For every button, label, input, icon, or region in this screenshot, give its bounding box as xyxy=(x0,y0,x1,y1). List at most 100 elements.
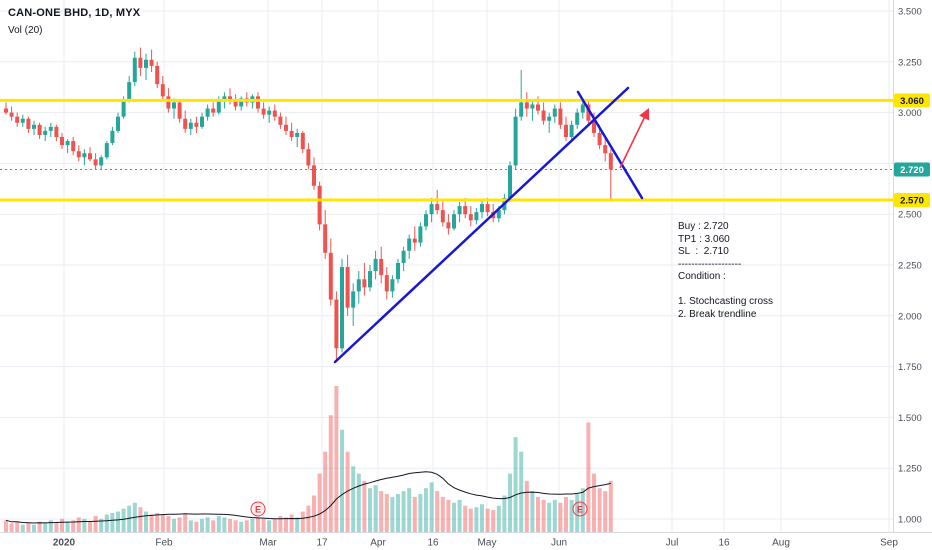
candle-up xyxy=(116,116,120,131)
candle-down xyxy=(440,210,445,223)
candle-up xyxy=(530,104,535,109)
earnings-circle xyxy=(572,501,588,517)
candle-down xyxy=(412,238,417,243)
candle-down xyxy=(317,185,322,225)
earnings-marker[interactable]: E xyxy=(250,501,266,517)
volume-bar xyxy=(547,502,552,532)
candle-down xyxy=(272,110,277,117)
price-axis[interactable] xyxy=(893,0,932,550)
candle-up xyxy=(452,214,456,229)
candle-down xyxy=(586,104,591,121)
earnings-marker[interactable]: E xyxy=(572,501,588,517)
volume-bar xyxy=(491,510,496,532)
volume-bar xyxy=(334,386,339,532)
candle-down xyxy=(183,118,188,129)
volume-bar xyxy=(48,520,53,532)
candle-down xyxy=(261,108,266,115)
volume-bar xyxy=(564,496,568,532)
price-label-bg xyxy=(894,192,930,207)
time-tick-label: 16 xyxy=(427,538,439,549)
candle-up xyxy=(121,100,126,117)
volume-bar xyxy=(362,480,367,532)
volume-bar xyxy=(256,517,260,532)
volume-bar xyxy=(211,520,216,532)
volume-bar xyxy=(188,520,193,532)
candle-up xyxy=(373,258,378,272)
volume-bar xyxy=(65,521,70,532)
volume-bar xyxy=(435,491,440,532)
candle-up xyxy=(132,57,137,83)
time-tick-label: 16 xyxy=(718,538,730,549)
volume-bar xyxy=(166,515,171,532)
price-tick-label: 1.750 xyxy=(898,362,922,373)
candle-up xyxy=(205,108,210,117)
volume-indicator-label[interactable]: Vol (20) xyxy=(8,25,43,36)
candle-down xyxy=(88,153,92,160)
volume-bar xyxy=(177,517,182,532)
price-tick-label: 1.250 xyxy=(898,464,922,475)
volume-bar xyxy=(396,494,400,532)
time-tick-label: 2020 xyxy=(53,538,76,549)
volume-bar xyxy=(575,494,580,532)
candle-down xyxy=(289,130,294,137)
volume-bar xyxy=(580,488,585,532)
candle-down xyxy=(54,126,59,137)
candle-up xyxy=(513,116,518,166)
candle-down xyxy=(160,84,165,97)
descending-trendline[interactable] xyxy=(576,90,644,200)
volume-bar xyxy=(216,515,221,532)
candle-up xyxy=(32,124,36,129)
candle-down xyxy=(597,132,602,146)
annotation-line: ------------------- xyxy=(678,258,742,270)
volume-bar xyxy=(340,429,344,532)
candle-up xyxy=(474,212,479,221)
candle-up xyxy=(216,100,221,113)
grid-layer xyxy=(0,0,893,532)
volume-bar xyxy=(468,508,473,532)
candle-up xyxy=(144,59,148,68)
volume-bar xyxy=(390,496,395,532)
candle-up xyxy=(172,102,176,109)
price-tick-label: 3.000 xyxy=(898,108,922,119)
volume-bar xyxy=(43,523,48,532)
volume-bar xyxy=(138,507,143,532)
volume-bar xyxy=(401,491,406,532)
volume-bar xyxy=(20,524,25,532)
candle-down xyxy=(435,204,440,211)
candle-down xyxy=(328,252,333,300)
time-tick-label: 17 xyxy=(316,538,328,549)
time-axis[interactable] xyxy=(0,532,932,550)
ascending-trendline[interactable] xyxy=(333,86,630,364)
volume-bar xyxy=(536,496,540,532)
volume-bar xyxy=(300,511,305,532)
annotation-line: 2. Break trendline xyxy=(678,308,757,320)
candle-down xyxy=(211,108,216,113)
volume-bar xyxy=(412,496,417,532)
volume-bar xyxy=(183,514,188,532)
volume-bar xyxy=(76,517,81,532)
volume-series[interactable] xyxy=(4,386,613,532)
volume-bar xyxy=(54,521,59,532)
candlestick-series[interactable] xyxy=(4,47,613,361)
trade-plan-annotation[interactable]: Buy : 2.720 TP1 : 3.060 SL : 2.710 --------… xyxy=(678,221,773,321)
volume-bar xyxy=(32,524,36,532)
volume-bar xyxy=(569,499,574,532)
candle-down xyxy=(194,122,199,127)
candle-up xyxy=(575,112,580,125)
volume-bar xyxy=(552,499,557,532)
volume-bar xyxy=(284,517,288,532)
volume-bar xyxy=(127,505,132,532)
candle-down xyxy=(149,59,154,66)
candle-down xyxy=(278,116,283,125)
candle-down xyxy=(166,96,171,109)
volume-bar xyxy=(194,521,199,532)
volume-bar xyxy=(222,517,227,532)
volume-bar xyxy=(323,451,328,532)
candle-up xyxy=(267,110,272,115)
projection-arrow[interactable] xyxy=(619,107,650,169)
candle-up xyxy=(239,98,244,107)
symbol-title[interactable]: CAN-ONE BHD, 1D, MYX xyxy=(8,7,141,19)
price-label-text: 3.060 xyxy=(900,96,924,107)
